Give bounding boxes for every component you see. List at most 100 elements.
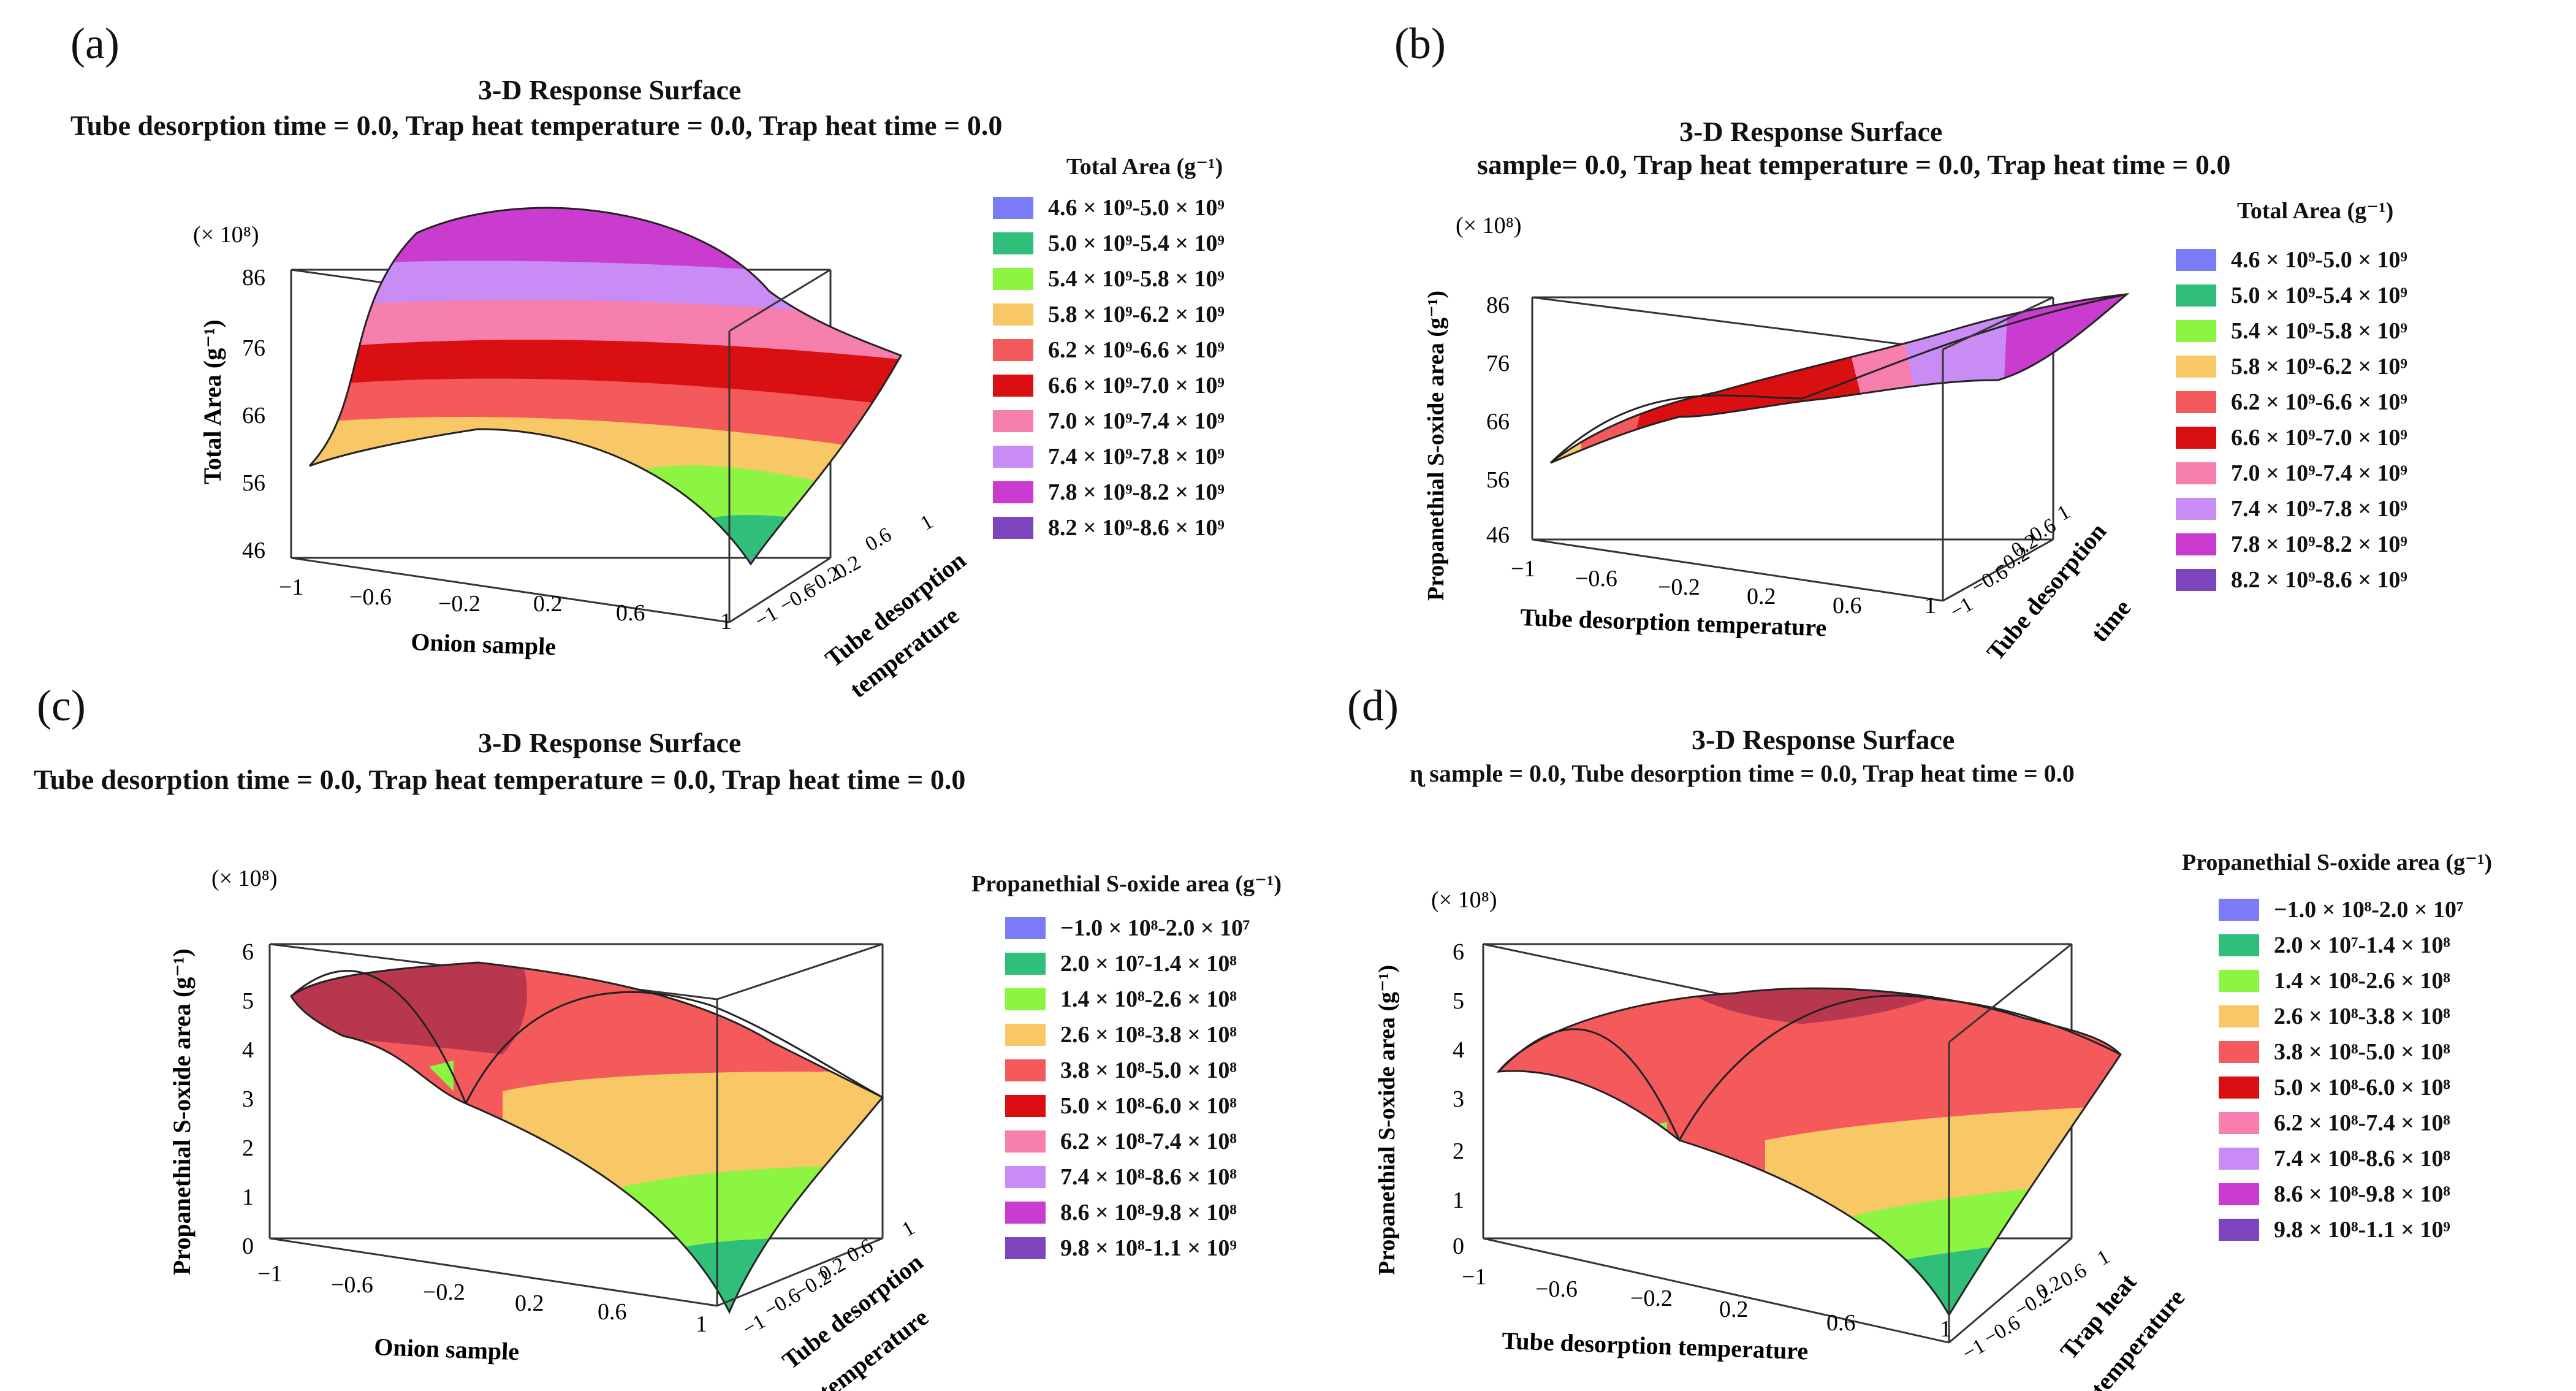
x-tick: 0.6: [1826, 1310, 1856, 1336]
legend-label: 7.0 × 10⁹-7.4 × 10⁹: [2231, 460, 2407, 486]
x-tick: 1: [1940, 1316, 1951, 1342]
x-tick: 1: [1924, 593, 1936, 619]
legend-label: 2.0 × 10⁷-1.4 × 10⁸: [2274, 932, 2450, 958]
z-ticks: 86 76 66 56 46: [1486, 292, 1510, 548]
x-tick: −1: [1511, 556, 1535, 582]
legend-item: 8.2 × 10⁹-8.6 × 10⁹: [2176, 562, 2407, 598]
panel-label: (c): [37, 681, 86, 730]
legend-item: −1.0 × 10⁸-2.0 × 10⁷: [2219, 892, 2463, 928]
z-tick: 66: [242, 403, 265, 429]
z-tick: 46: [242, 538, 265, 563]
z-axis-label: Propanethial S-oxide area (g⁻¹): [1374, 965, 1400, 1275]
legend-swatch: [2176, 284, 2216, 307]
legend-label: 6.2 × 10⁸-7.4 × 10⁸: [2274, 1110, 2450, 1136]
legend-title: Propanethial S-oxide area (g⁻¹): [2182, 850, 2493, 875]
legend-label: −1.0 × 10⁸-2.0 × 10⁷: [1060, 915, 1250, 941]
legend-item: 5.0 × 10⁸-6.0 × 10⁸: [2219, 1070, 2463, 1105]
legend-swatch: [2176, 320, 2216, 342]
legend-item: −1.0 × 10⁸-2.0 × 10⁷: [1005, 910, 1250, 946]
x-ticks: −1 −0.6 −0.2 0.2 0.6 1: [1511, 556, 1936, 619]
x-tick: 0.6: [1833, 593, 1862, 619]
z-tick: 4: [242, 1037, 254, 1063]
legend-label: 3.8 × 10⁸-5.0 × 10⁸: [2274, 1039, 2450, 1065]
z-tick: 1: [242, 1184, 254, 1210]
legend-swatch: [993, 481, 1033, 503]
legend-item: 9.8 × 10⁸-1.1 × 10⁹: [2219, 1212, 2463, 1248]
legend-swatch: [2176, 533, 2216, 555]
x-tick: 0.2: [1719, 1297, 1749, 1322]
z-tick: 3: [1453, 1086, 1464, 1112]
legend-label: 5.4 × 10⁹-5.8 × 10⁹: [1048, 266, 1225, 292]
legend-swatch: [1005, 1024, 1046, 1046]
z-axis-label: Propanethial S-oxide area (g⁻¹): [168, 948, 196, 1275]
legend-label: 6.6 × 10⁹-7.0 × 10⁹: [2231, 425, 2407, 451]
z-tick: 1: [1453, 1187, 1464, 1213]
y-tick: 1: [2094, 1245, 2114, 1270]
legend-label: 2.6 × 10⁸-3.8 × 10⁸: [1060, 1022, 1237, 1048]
z-axis-label: Total Area (g⁻¹): [199, 319, 226, 484]
legend-label: 2.6 × 10⁸-3.8 × 10⁸: [2274, 1004, 2450, 1029]
legend-item: 6.2 × 10⁹-6.6 × 10⁹: [2176, 384, 2407, 420]
legend-label: 5.4 × 10⁹-5.8 × 10⁹: [2231, 318, 2407, 344]
z-tick: 5: [242, 988, 254, 1014]
x-tick: 0.2: [533, 591, 563, 617]
z-ticks: 6 5 4 3 2 1 0: [242, 939, 254, 1259]
x-tick: −0.2: [438, 591, 481, 617]
legend-swatch: [993, 410, 1033, 432]
multiplier: (× 10⁸): [1456, 213, 1522, 238]
legend-item: 7.8 × 10⁹-8.2 × 10⁹: [2176, 527, 2407, 562]
x-tick: 0.6: [598, 1299, 627, 1325]
z-ticks: 86 76 66 56 46: [242, 265, 265, 563]
chart-title: 3-D Response Surface: [1692, 724, 1955, 755]
surface-plot: (× 10⁸) 86 76 66 56 46 Propanethial S-ox…: [1423, 213, 2136, 666]
multiplier: (× 10⁸): [211, 866, 278, 891]
legend-swatch: [2219, 1112, 2259, 1134]
z-tick: 0: [1453, 1233, 1464, 1259]
legend-title: Total Area (g⁻¹): [1066, 154, 1223, 180]
legend-item: 3.8 × 10⁸-5.0 × 10⁸: [1005, 1053, 1250, 1088]
legend-item: 8.6 × 10⁸-9.8 × 10⁸: [1005, 1195, 1250, 1230]
legend-swatch: [1005, 1202, 1046, 1224]
y-axis-label: time: [2085, 594, 2136, 647]
legend-item: 2.0 × 10⁷-1.4 × 10⁸: [2219, 928, 2463, 963]
y-tick: 1: [2054, 500, 2074, 525]
legend-item: 7.8 × 10⁹-8.2 × 10⁹: [993, 474, 1225, 510]
legend-label: 7.0 × 10⁹-7.4 × 10⁹: [1048, 408, 1225, 434]
x-tick: 0.6: [616, 600, 645, 626]
x-ticks: −1 −0.6 −0.2 0.2 0.6 1: [257, 1261, 707, 1337]
legend-swatch: [2219, 934, 2259, 956]
legend-item: 3.8 × 10⁸-5.0 × 10⁸: [2219, 1034, 2463, 1070]
chart-title: 3-D Response Surface: [478, 74, 742, 105]
legend-item: 5.0 × 10⁹-5.4 × 10⁹: [993, 226, 1225, 261]
legend-swatch: [993, 268, 1033, 290]
legend-swatch: [2219, 1183, 2259, 1205]
y-tick: 1: [917, 510, 937, 535]
legend-swatch: [2176, 427, 2216, 449]
legend-item: 2.0 × 10⁷-1.4 × 10⁸: [1005, 946, 1250, 981]
legend-label: 7.4 × 10⁹-7.8 × 10⁹: [1048, 444, 1225, 470]
legend: −1.0 × 10⁸-2.0 × 10⁷ 2.0 × 10⁷-1.4 × 10⁸…: [1005, 910, 1250, 1266]
legend-swatch: [2176, 462, 2216, 484]
panel-label: (a): [70, 19, 120, 68]
legend-item: 1.4 × 10⁸-2.6 × 10⁸: [2219, 963, 2463, 999]
legend-swatch: [2219, 1148, 2259, 1170]
legend-swatch: [2176, 356, 2216, 378]
y-tick: −1: [739, 1310, 770, 1341]
legend-label: 3.8 × 10⁸-5.0 × 10⁸: [1060, 1058, 1237, 1083]
y-tick: 0.6: [862, 524, 895, 556]
y-tick: 1: [899, 1216, 919, 1241]
legend-item: 8.6 × 10⁸-9.8 × 10⁸: [2219, 1176, 2463, 1212]
legend-swatch: [2176, 498, 2216, 520]
legend-swatch: [993, 517, 1033, 539]
legend-swatch: [2219, 1041, 2259, 1063]
z-axis-label: Propanethial S-oxide area (g⁻¹): [1423, 291, 1449, 601]
legend-item: 6.6 × 10⁹-7.0 × 10⁹: [993, 368, 1225, 403]
x-tick: −0.6: [1535, 1276, 1578, 1302]
z-ticks: 6 5 4 3 2 1 0: [1453, 939, 1464, 1259]
z-tick: 2: [242, 1135, 254, 1161]
panel-label: (b): [1394, 19, 1446, 68]
legend-item: 2.6 × 10⁸-3.8 × 10⁸: [1005, 1017, 1250, 1053]
legend-swatch: [1005, 1059, 1046, 1081]
legend-label: 8.2 × 10⁹-8.6 × 10⁹: [2231, 567, 2407, 593]
legend-item: 4.6 × 10⁹-5.0 × 10⁹: [993, 190, 1225, 226]
